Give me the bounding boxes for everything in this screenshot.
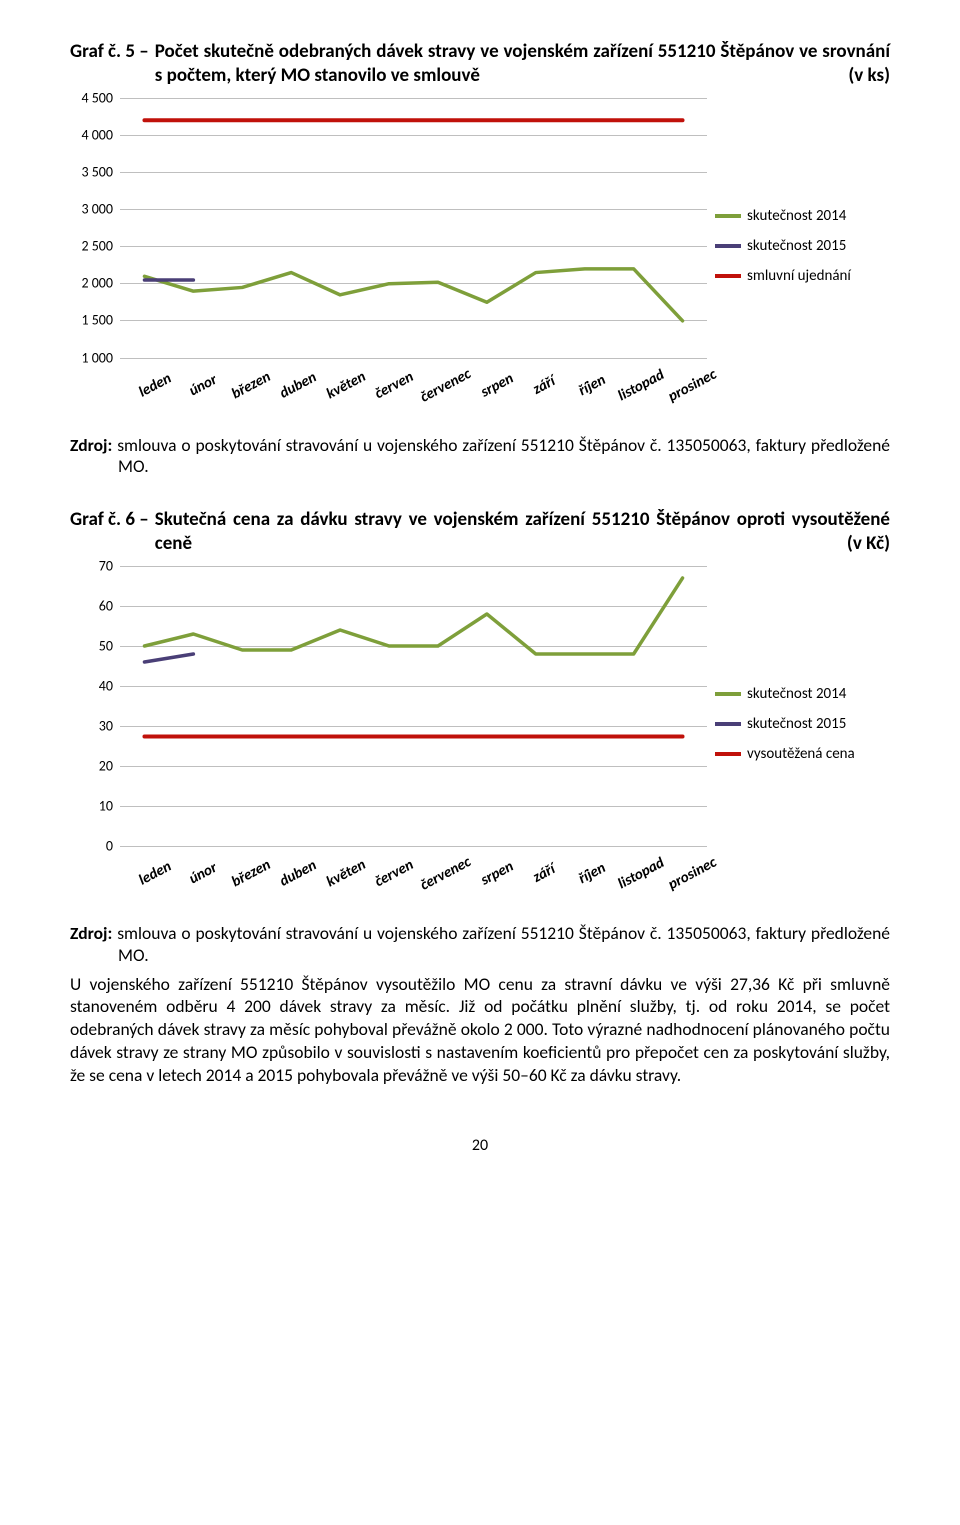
chart5-source: Zdroj: smlouva o poskytování stravování …: [70, 435, 890, 479]
legend-swatch: [715, 214, 741, 218]
x-tick-label: červenec: [411, 352, 474, 406]
chart5-title-text: Počet skutečně odebraných dávek stravy v…: [155, 40, 890, 88]
chart6-block: 010203040506070 ledenúnorbřezendubenkvět…: [70, 566, 890, 883]
legend-swatch: [715, 692, 741, 696]
y-tick-label: 50: [65, 637, 113, 654]
y-tick-label: 30: [65, 717, 113, 734]
chart5-block: 1 0001 5002 0002 5003 0003 5004 0004 500…: [70, 98, 890, 395]
y-tick-label: 4 000: [65, 126, 113, 143]
body-paragraph: U vojenského zařízení 551210 Štěpánov vy…: [70, 973, 890, 1087]
legend-label: skutečnost 2014: [747, 207, 846, 225]
legend-label: smluvní ujednání: [747, 267, 851, 285]
legend-label: skutečnost 2015: [747, 715, 846, 733]
series-line: [144, 578, 682, 654]
x-tick-label: červenec: [411, 840, 474, 894]
chart6-plot: 010203040506070: [120, 566, 707, 847]
legend-item: smluvní ujednání: [715, 267, 890, 285]
chart5-area: 1 0001 5002 0002 5003 0003 5004 0004 500…: [70, 98, 707, 395]
legend-swatch: [715, 752, 741, 756]
chart6-title-label: Graf č. 6 –: [70, 508, 155, 556]
series-line: [144, 654, 193, 662]
page: Graf č. 5 – Počet skutečně odebraných dá…: [0, 0, 960, 1185]
y-tick-label: 3 500: [65, 163, 113, 180]
y-tick-label: 70: [65, 557, 113, 574]
chart5-title-unit: (v ks): [848, 64, 890, 88]
y-tick-label: 1 500: [65, 312, 113, 329]
chart5-x-axis: ledenúnorbřezendubenkvětenčervenčervenec…: [120, 363, 707, 395]
y-tick-label: 0: [65, 837, 113, 854]
chart6-title-text: Skutečná cena za dávku stravy ve vojensk…: [155, 508, 890, 556]
legend-item: vysoutěžená cena: [715, 745, 890, 763]
legend-swatch: [715, 244, 741, 248]
legend-label: skutečnost 2014: [747, 685, 846, 703]
y-tick-label: 2 500: [65, 238, 113, 255]
y-tick-label: 10: [65, 797, 113, 814]
page-number: 20: [70, 1136, 890, 1155]
legend-item: skutečnost 2015: [715, 715, 890, 733]
y-tick-label: 40: [65, 677, 113, 694]
y-tick-label: 2 000: [65, 275, 113, 292]
chart5-plot: 1 0001 5002 0002 5003 0003 5004 0004 500: [120, 98, 707, 359]
chart6-x-axis: ledenúnorbřezendubenkvětenčervenčervenec…: [120, 851, 707, 883]
chart6-source: Zdroj: smlouva o poskytování stravování …: [70, 923, 890, 967]
legend-label: skutečnost 2015: [747, 237, 846, 255]
y-tick-label: 4 500: [65, 89, 113, 106]
source-text: smlouva o poskytování stravování u vojen…: [112, 434, 890, 478]
y-tick-label: 1 000: [65, 349, 113, 366]
y-tick-label: 20: [65, 757, 113, 774]
legend-item: skutečnost 2014: [715, 685, 890, 703]
chart6-area: 010203040506070 ledenúnorbřezendubenkvět…: [70, 566, 707, 883]
series-line: [144, 268, 682, 320]
chart6-title-unit: (v Kč): [847, 532, 890, 556]
y-tick-label: 3 000: [65, 200, 113, 217]
source-label: Zdroj:: [70, 922, 112, 944]
legend-item: skutečnost 2015: [715, 237, 890, 255]
legend-swatch: [715, 274, 741, 278]
source-text: smlouva o poskytování stravování u vojen…: [112, 922, 890, 966]
chart6-legend: skutečnost 2014 skutečnost 2015 vysoutěžen…: [707, 566, 890, 883]
chart5-title: Graf č. 5 – Počet skutečně odebraných dá…: [70, 40, 890, 88]
chart6-title: Graf č. 6 – Skutečná cena za dávku strav…: [70, 508, 890, 556]
legend-swatch: [715, 722, 741, 726]
legend-label: vysoutěžená cena: [747, 745, 855, 763]
source-label: Zdroj:: [70, 434, 112, 456]
chart5-legend: skutečnost 2014 skutečnost 2015 smluvní uj…: [707, 98, 890, 395]
legend-item: skutečnost 2014: [715, 207, 890, 225]
y-tick-label: 60: [65, 597, 113, 614]
chart5-title-label: Graf č. 5 –: [70, 40, 155, 88]
